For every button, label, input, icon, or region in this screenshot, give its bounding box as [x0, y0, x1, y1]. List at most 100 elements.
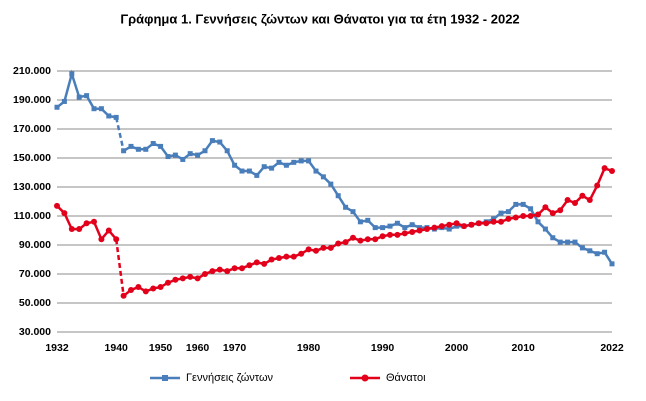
marker — [505, 209, 511, 215]
gap-connector — [114, 239, 125, 296]
marker — [268, 256, 275, 263]
marker — [54, 202, 60, 209]
marker — [594, 251, 600, 257]
marker — [380, 225, 386, 231]
marker — [468, 221, 475, 228]
marker — [320, 174, 326, 180]
marker — [350, 209, 356, 215]
marker — [416, 227, 423, 234]
marker — [446, 221, 453, 228]
legend-marker — [162, 375, 168, 381]
marker — [105, 227, 112, 234]
marker — [490, 218, 497, 225]
marker — [475, 220, 482, 227]
marker — [246, 262, 253, 269]
marker — [602, 249, 608, 255]
y-tick-label: 70.000 — [19, 268, 51, 280]
marker — [409, 222, 415, 228]
marker — [372, 236, 379, 243]
marker — [135, 146, 141, 152]
marker — [142, 288, 149, 295]
marker — [409, 228, 416, 235]
marker — [528, 206, 534, 212]
marker — [305, 246, 312, 253]
marker — [239, 168, 245, 174]
marker — [291, 159, 297, 165]
marker — [216, 266, 223, 273]
marker — [91, 218, 97, 225]
marker — [298, 250, 305, 257]
marker — [261, 260, 268, 267]
marker — [172, 152, 178, 158]
marker — [394, 220, 400, 226]
marker — [84, 93, 90, 99]
x-tick-label: 2000 — [445, 342, 469, 354]
marker — [513, 201, 519, 207]
x-tick-label: 1990 — [371, 342, 395, 354]
marker — [379, 233, 386, 240]
marker — [586, 197, 593, 204]
marker — [158, 143, 164, 149]
marker — [357, 219, 363, 225]
marker — [313, 168, 319, 174]
marker — [194, 275, 201, 282]
marker — [239, 265, 245, 272]
marker — [572, 199, 578, 206]
series-line — [56, 69, 614, 265]
marker — [254, 172, 260, 178]
marker — [520, 213, 527, 219]
marker — [83, 220, 90, 227]
marker — [438, 223, 445, 230]
marker — [157, 284, 164, 291]
legend-marker — [361, 374, 369, 382]
y-tick-label: 90.000 — [19, 239, 51, 251]
marker — [601, 165, 608, 172]
marker — [453, 220, 460, 227]
marker — [557, 207, 564, 214]
marker — [98, 236, 105, 243]
marker — [609, 168, 615, 175]
marker — [68, 226, 75, 233]
marker — [535, 211, 541, 218]
marker — [150, 141, 156, 146]
marker — [357, 237, 364, 244]
legend-label: Γεννήσεις ζώντων — [186, 372, 274, 384]
marker — [202, 148, 208, 154]
marker — [313, 247, 319, 254]
marker — [498, 218, 504, 225]
marker — [113, 236, 120, 243]
y-tick-label: 130.000 — [13, 181, 51, 193]
marker — [150, 285, 157, 292]
marker — [579, 192, 586, 199]
marker — [224, 148, 230, 154]
x-tick-label: 2022 — [600, 342, 624, 354]
marker — [54, 104, 60, 110]
x-tick-label: 1980 — [297, 342, 321, 354]
marker — [535, 219, 541, 225]
marker — [431, 224, 438, 231]
marker — [76, 94, 82, 100]
marker — [527, 213, 534, 219]
marker — [342, 239, 349, 246]
marker — [579, 245, 585, 251]
marker — [165, 279, 171, 286]
marker — [261, 164, 267, 170]
x-tick-label: 2010 — [512, 342, 536, 354]
marker — [549, 210, 556, 217]
marker — [135, 284, 142, 291]
marker — [209, 138, 215, 144]
marker — [283, 253, 290, 260]
marker — [128, 286, 134, 293]
marker — [202, 271, 208, 277]
x-tick-label: 1932 — [45, 342, 69, 354]
marker — [61, 98, 67, 104]
y-tick-label: 210.000 — [13, 65, 51, 77]
marker — [401, 230, 408, 237]
marker — [306, 158, 312, 164]
marker — [91, 106, 97, 112]
y-tick-label: 150.000 — [13, 152, 51, 164]
x-tick-label: 1940 — [105, 342, 129, 354]
marker — [76, 226, 83, 233]
marker — [424, 226, 430, 233]
